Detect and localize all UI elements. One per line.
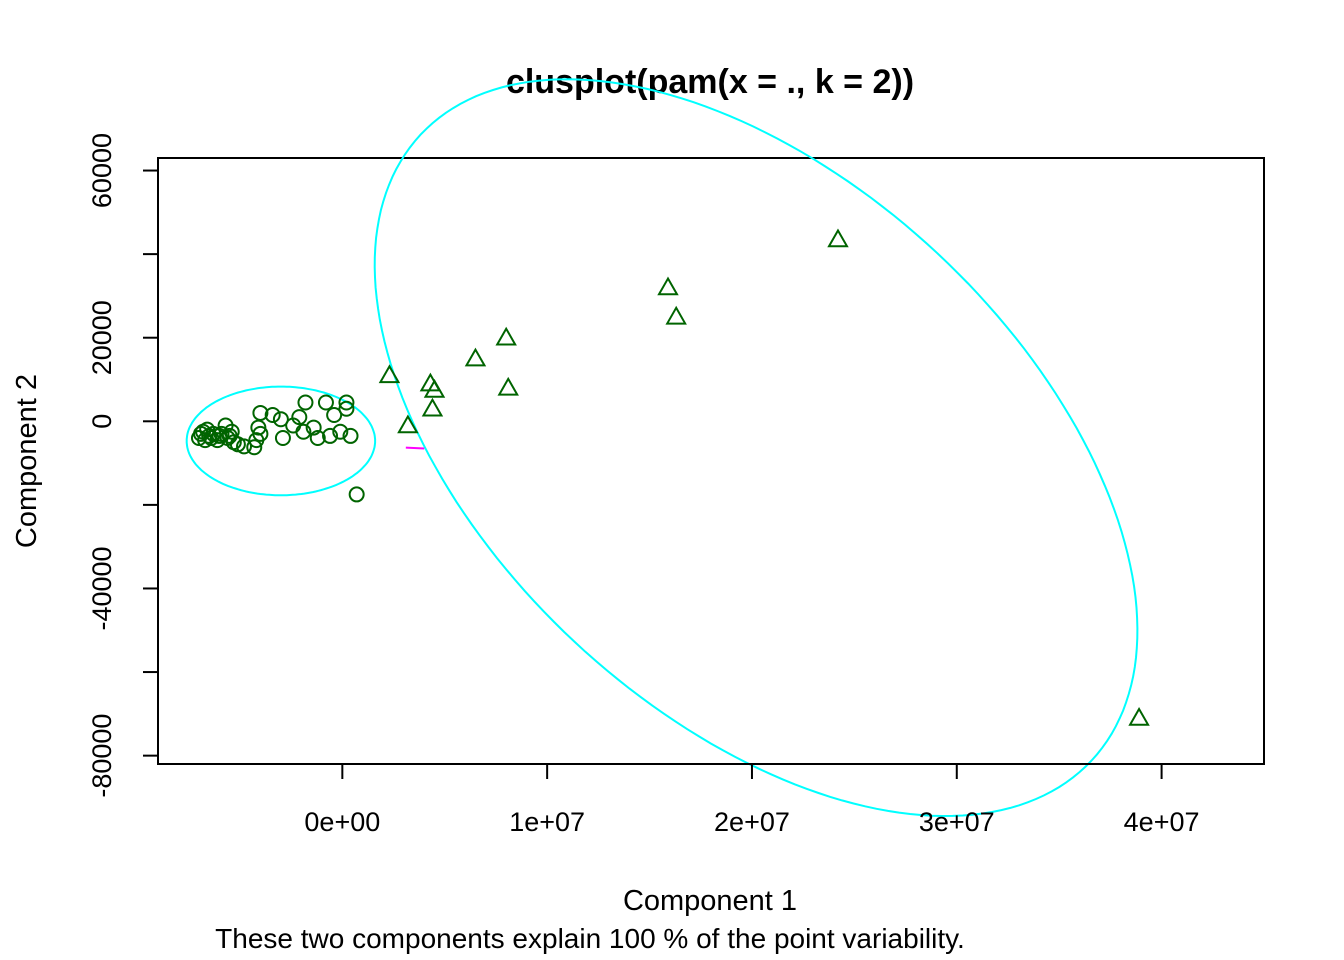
triangle-point xyxy=(421,397,444,417)
x-tick-label: 4e+07 xyxy=(1124,807,1200,837)
circle-point xyxy=(252,425,269,442)
circle-point xyxy=(272,411,289,428)
circle-point xyxy=(317,394,334,411)
chart-title: clusplot(pam(x = ., k = 2)) xyxy=(506,63,914,101)
circle-point xyxy=(236,438,253,455)
circle-point xyxy=(342,427,359,444)
y-tick-label: 60000 xyxy=(87,133,117,208)
triangle-point xyxy=(423,378,446,398)
circle-point xyxy=(264,407,281,424)
cluster-distance-line xyxy=(405,446,425,450)
circle-point xyxy=(295,423,312,440)
cluster-ellipse-2 xyxy=(373,78,1139,818)
circle-point xyxy=(246,439,263,456)
y-tick-label: 0 xyxy=(87,414,117,429)
circle-point xyxy=(297,394,314,411)
y-axis-label: Component 2 xyxy=(11,374,43,548)
circle-point xyxy=(338,394,355,411)
x-tick-label: 2e+07 xyxy=(714,807,790,837)
y-axis: -80000 -40000 0 20000 60000 xyxy=(87,133,159,798)
circle-point xyxy=(348,486,365,503)
x-tick-label: 3e+07 xyxy=(919,807,995,837)
triangle-point xyxy=(397,414,419,434)
circle-point xyxy=(322,427,339,444)
triangle-point xyxy=(827,228,849,248)
x-tick-label: 0e+00 xyxy=(304,807,380,837)
x-axis: 0e+00 1e+07 2e+07 3e+07 4e+07 xyxy=(304,763,1200,837)
circle-point xyxy=(332,423,349,440)
circle-point xyxy=(305,419,322,436)
triangle-point xyxy=(497,376,519,396)
circle-point xyxy=(309,430,326,447)
circle-point xyxy=(274,430,291,447)
cluster-link xyxy=(405,446,425,450)
cluster-ellipse-1 xyxy=(185,385,377,497)
y-tick-label: -40000 xyxy=(87,546,117,630)
circle-point xyxy=(326,407,343,424)
plot-frame xyxy=(157,157,1265,765)
y-tick-label: 20000 xyxy=(87,300,117,375)
triangle-point xyxy=(1128,707,1150,726)
circle-point xyxy=(252,404,269,421)
triangle-point xyxy=(495,326,517,346)
triangle-point xyxy=(464,347,487,367)
y-tick-label: -80000 xyxy=(87,714,117,798)
triangle-point xyxy=(665,305,687,325)
variability-note: These two components explain 100 % of th… xyxy=(215,923,965,954)
circle-point xyxy=(291,409,308,426)
x-axis-label: Component 1 xyxy=(623,885,797,917)
data-points xyxy=(190,228,1150,726)
triangle-point xyxy=(657,276,679,296)
cluster-ellipses xyxy=(185,78,1139,818)
circle-point xyxy=(338,400,355,417)
x-tick-label: 1e+07 xyxy=(509,807,585,837)
triangle-point xyxy=(378,364,401,384)
circle-point xyxy=(223,423,240,440)
